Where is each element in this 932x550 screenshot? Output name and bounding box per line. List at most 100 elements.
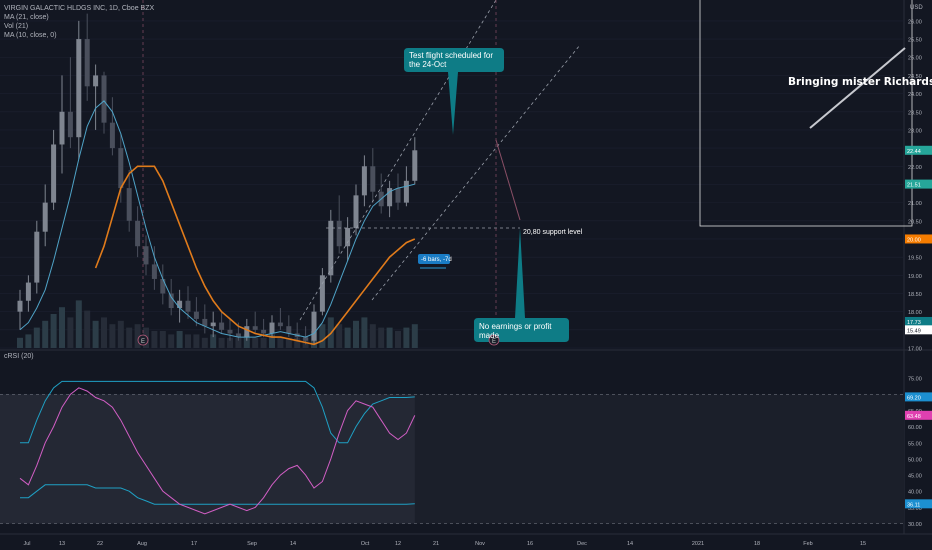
- time-axis[interactable]: Jul 13 22 Aug 17 Sep 14 Oct 12 21 Nov 16 Dec 14 2021 18…: [23, 541, 866, 547]
- volume-bar: [227, 337, 233, 348]
- ma-blue-line: [19, 100, 415, 338]
- candle: [177, 289, 183, 323]
- candle-body: [160, 278, 166, 294]
- candle-body: [118, 148, 124, 189]
- candle: [151, 246, 157, 290]
- price-tick-label: 25.50: [908, 38, 922, 44]
- candle-body: [219, 322, 225, 330]
- candle: [219, 311, 225, 334]
- support-level-label: 20,80 support level: [523, 229, 583, 236]
- candle-body: [126, 188, 132, 221]
- candle-body: [361, 166, 367, 196]
- earnings-marker-1: E: [141, 339, 145, 345]
- price-badge-label: 21.51: [907, 183, 921, 189]
- price-tick-label: 17.00: [908, 347, 922, 353]
- volume-bar: [285, 337, 292, 348]
- candle: [25, 275, 31, 312]
- price-badge-label: 17.73: [907, 320, 921, 326]
- candle-body: [185, 300, 191, 312]
- candlesticks[interactable]: [17, 13, 418, 345]
- price-tick-label: 25.00: [908, 56, 922, 62]
- chart-legend: VIRGIN GALACTIC HLDGS INC, 1D, Cboe BZX …: [4, 4, 154, 40]
- volume-bar: [176, 331, 183, 348]
- volume-bar: [134, 324, 141, 348]
- candle-body: [252, 326, 258, 330]
- candle-body: [261, 329, 267, 334]
- rsi-legend: cRSI (20): [4, 353, 34, 360]
- volume-bar: [344, 327, 351, 348]
- candle-body: [109, 122, 115, 149]
- candle-body: [101, 75, 107, 123]
- time-tick-label: Dec: [577, 541, 587, 547]
- volume-bar: [294, 337, 301, 348]
- volume-bar: [361, 317, 368, 348]
- richards-label: Bringing mister Richards: [788, 76, 932, 88]
- volume-bar: [260, 337, 267, 348]
- rsi-badge-label: 63.48: [907, 414, 921, 420]
- grid-lines: [0, 0, 932, 535]
- price-badge: [905, 234, 932, 244]
- candle-body: [67, 111, 73, 138]
- price-axis[interactable]: USD 26.00 25.50 25.00 24.50 24.00 23.50 23.00 2…: [905, 5, 932, 353]
- volume-bar: [109, 324, 116, 348]
- volume-bar: [42, 320, 49, 348]
- candle: [336, 195, 342, 254]
- volume-bar: [218, 337, 225, 348]
- volume-bar: [168, 334, 175, 348]
- candle: [345, 217, 351, 261]
- price-tick-label: 20.50: [908, 219, 922, 225]
- rsi-lower-band: [20, 484, 415, 505]
- volume-bar: [201, 337, 208, 348]
- price-tick-label: 18.00: [908, 310, 922, 316]
- time-tick-label: 21: [433, 541, 439, 547]
- price-tick-label: 22.00: [908, 165, 922, 171]
- candle-body: [34, 231, 40, 283]
- time-tick-label: Jul: [23, 541, 30, 547]
- volume-bar: [235, 337, 242, 348]
- volume-bar: [369, 324, 376, 348]
- vol-legend: Vol (21): [4, 23, 29, 30]
- test-flight-line2: the 24-Oct: [409, 60, 447, 69]
- time-tick-label: 15: [860, 541, 866, 547]
- candle: [252, 311, 258, 334]
- volume-bar: [126, 327, 133, 348]
- earnings-marker-2: E: [492, 339, 496, 345]
- candle: [361, 155, 367, 207]
- time-tick-label: 2021: [692, 541, 704, 547]
- volume-bar: [17, 337, 23, 348]
- volume-bar: [403, 327, 410, 348]
- candle: [160, 264, 166, 305]
- rsi-line: [19, 387, 416, 515]
- ma10-legend: MA (10, close, 0): [4, 32, 57, 39]
- candle-body: [311, 311, 317, 341]
- drawings[interactable]: [137, 0, 913, 348]
- candle: [67, 57, 73, 149]
- candle-body: [328, 220, 334, 276]
- volume-bar: [151, 331, 158, 348]
- candle: [227, 318, 233, 341]
- rsi-tick-label: 30.00: [908, 522, 922, 528]
- volume-bar: [159, 331, 166, 348]
- rsi-badge-label: 69.20: [907, 395, 921, 401]
- rsi-panel: [0, 380, 904, 524]
- candle-body: [143, 246, 149, 265]
- candle: [311, 304, 317, 345]
- candle-body: [395, 188, 401, 203]
- candle-body: [286, 326, 292, 334]
- candle-body: [168, 293, 174, 309]
- time-tick-label: 17: [191, 541, 197, 547]
- rsi-tick-label: 55.00: [908, 441, 922, 447]
- no-earnings-line2: made: [479, 331, 500, 340]
- candle: [126, 169, 132, 232]
- price-badge: [905, 179, 932, 189]
- rsi-upper-band: [20, 380, 415, 444]
- volume-bar: [319, 324, 326, 348]
- volume-bar: [269, 334, 275, 348]
- rsi-axis[interactable]: 75.0070.0065.0060.0055.0050.0045.0040.00…: [905, 377, 932, 528]
- volume-bar: [67, 317, 74, 348]
- candle: [118, 133, 124, 203]
- rsi-badge: [905, 392, 932, 402]
- price-tick-label: 24.00: [908, 92, 922, 98]
- volume-bar: [210, 334, 217, 348]
